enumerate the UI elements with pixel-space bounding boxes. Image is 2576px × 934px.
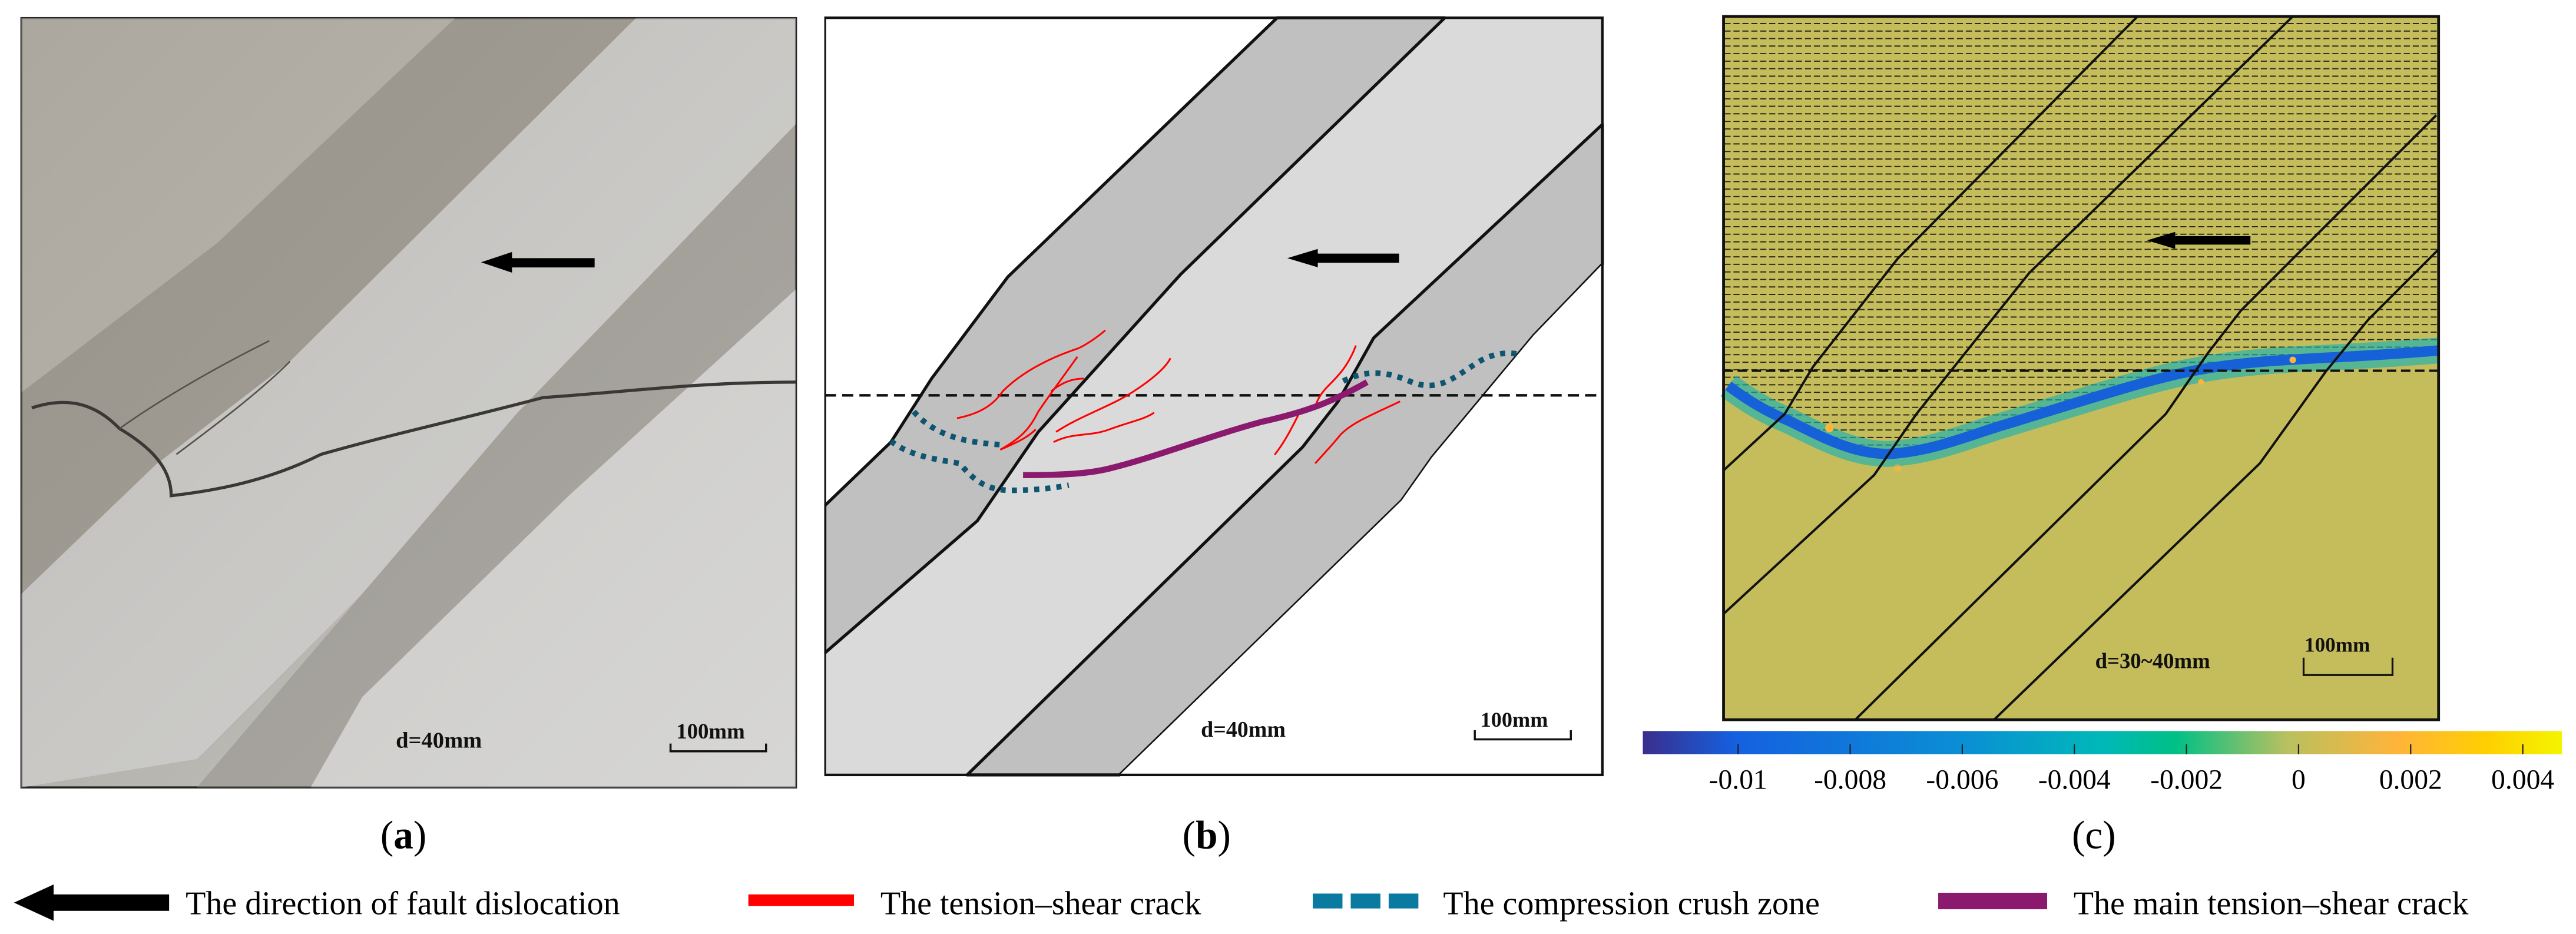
colorbar-ticks: -0.01 -0.008 -0.006 -0.004 -0.002 0 0.002 0.004: [1709, 744, 2554, 795]
white-region: [1120, 264, 1602, 775]
caption-a: (a): [380, 813, 426, 857]
scale-bar-label: 100mm: [676, 719, 745, 743]
legend-label: The tension–shear crack: [880, 885, 1201, 922]
colorbar-tick-label: -0.01: [1709, 764, 1767, 795]
legend: The direction of fault dislocation The t…: [14, 884, 2469, 922]
compression-zone-core: [1725, 345, 2439, 459]
displacement-label: d=40mm: [1201, 717, 1286, 742]
photo-crack: [31, 380, 796, 498]
red-line-icon: [748, 894, 855, 906]
contour-frame: [1722, 15, 2441, 721]
photo-band: [21, 18, 455, 393]
colorbar-tick-label: 0.002: [2379, 764, 2442, 795]
colorbar-tick-label: -0.004: [2038, 764, 2111, 795]
panel-c-strain-contour: d=30~40mm 100mm: [1720, 15, 2441, 721]
direction-arrow-icon: [2147, 231, 2251, 249]
scale-bar: [2302, 657, 2394, 676]
main-tension-shear-crack: [1023, 379, 1369, 478]
legend-label: The main tension–shear crack: [2074, 885, 2469, 922]
legend-label: The compression crush zone: [1443, 885, 1820, 922]
photo-band: [197, 124, 796, 788]
colorbar: [1643, 731, 2562, 754]
compression-crush-zone: [889, 350, 1522, 494]
colorbar-tick-label: -0.006: [1926, 764, 1998, 795]
colorbar-tick-label: -0.002: [2150, 764, 2223, 795]
scale-bar: [1474, 730, 1572, 741]
left-arrow-icon: [14, 884, 170, 921]
panel-a-photo: d=40mm 100mm: [20, 16, 797, 789]
fault-boundary-lines: [1723, 15, 2440, 721]
photo-band: [21, 18, 796, 788]
colorbar-tick-label: 0.004: [2491, 764, 2554, 795]
photo-crack: [119, 340, 291, 455]
colorbar-tick-label: -0.008: [1814, 764, 1886, 795]
purple-line-icon: [1938, 892, 2047, 909]
scale-bar-label: 100mm: [2305, 633, 2370, 656]
direction-arrow-icon: [481, 251, 595, 273]
displacement-label: d=40mm: [396, 728, 482, 753]
displacement-label: d=30~40mm: [2095, 648, 2210, 673]
scale-bar-label: 100mm: [1481, 708, 1548, 731]
caption-b: (b): [1183, 813, 1231, 857]
tension-shear-cracks: [956, 329, 1401, 464]
white-region: [825, 18, 1277, 506]
caption-c: (c): [2072, 813, 2116, 857]
photo-band: [21, 18, 636, 594]
panel-b-schematic: d=40mm 100mm: [824, 16, 1604, 777]
colorbar-tick-label: 0: [2292, 764, 2306, 795]
legend-label: The direction of fault dislocation: [186, 885, 620, 922]
scale-bar: [669, 743, 767, 753]
tension-spots: [1825, 356, 2296, 472]
photo-band: [310, 289, 796, 788]
